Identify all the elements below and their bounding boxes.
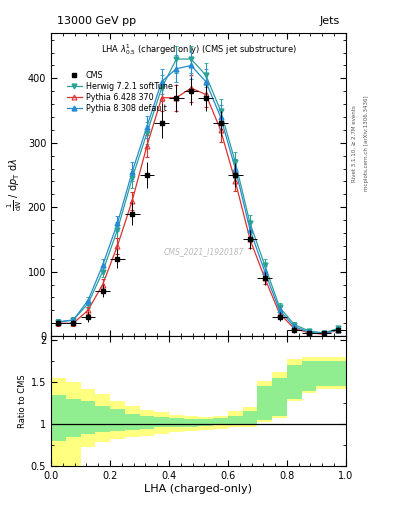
Text: mcplots.cern.ch [arXiv:1306.3436]: mcplots.cern.ch [arXiv:1306.3436] xyxy=(364,96,369,191)
Text: LHA $\lambda^{1}_{0.5}$ (charged only) (CMS jet substructure): LHA $\lambda^{1}_{0.5}$ (charged only) (… xyxy=(101,42,296,57)
Text: 13000 GeV pp: 13000 GeV pp xyxy=(57,16,136,26)
Text: Jets: Jets xyxy=(320,16,340,26)
Y-axis label: Ratio to CMS: Ratio to CMS xyxy=(18,374,27,428)
Legend: CMS, Herwig 7.2.1 softTune, Pythia 6.428 370, Pythia 8.308 default: CMS, Herwig 7.2.1 softTune, Pythia 6.428… xyxy=(64,68,176,116)
Text: Rivet 3.1.10, ≥ 2.7M events: Rivet 3.1.10, ≥ 2.7M events xyxy=(352,105,357,182)
X-axis label: LHA (charged-only): LHA (charged-only) xyxy=(145,483,252,494)
Text: CMS_2021_I1920187: CMS_2021_I1920187 xyxy=(164,247,244,256)
Y-axis label: $\frac{1}{\mathrm{d}N}$ / $\mathrm{d}p_\mathrm{T}$ $\mathrm{d}\lambda$: $\frac{1}{\mathrm{d}N}$ / $\mathrm{d}p_\… xyxy=(6,158,24,211)
